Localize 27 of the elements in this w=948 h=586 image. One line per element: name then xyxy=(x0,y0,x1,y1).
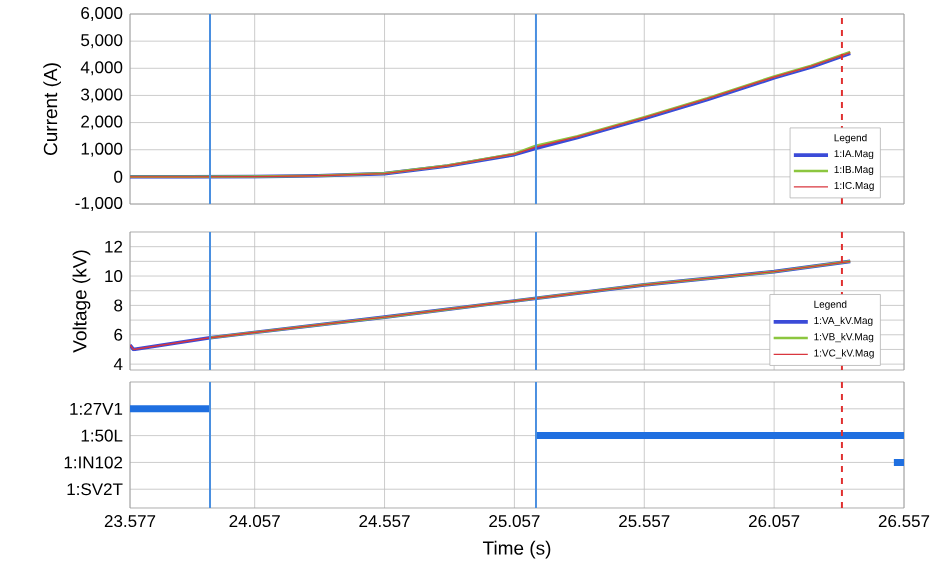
x-tick-label: 25.057 xyxy=(489,515,540,528)
y-tick-label: 2,000 xyxy=(81,115,123,130)
y-tick-label: 8 xyxy=(114,299,123,312)
y-tick-label: -1,000 xyxy=(75,196,123,212)
y-tick-label: 1:IN102 xyxy=(64,456,123,469)
y-tick-label: 10 xyxy=(105,270,123,283)
x-tick-label: 24.557 xyxy=(359,515,410,528)
y-axis-title: Current (A) xyxy=(43,63,61,156)
y-tick-label: 12 xyxy=(105,240,123,253)
y-tick-label: 6,000 xyxy=(81,7,123,22)
y-tick-label: 4,000 xyxy=(80,61,123,76)
x-tick-label: 23.577 xyxy=(104,515,156,528)
y-tick-label: 0 xyxy=(114,170,123,183)
y-tick-label: 1:SV2T xyxy=(67,483,123,496)
y-axis-title: Voltage (kV) xyxy=(72,250,91,353)
y-tick-label: 1:50L xyxy=(81,429,123,442)
x-tick-label: 24.057 xyxy=(229,515,280,528)
y-tick-label: 6 xyxy=(114,328,123,341)
y-tick-label: 4 xyxy=(113,358,123,370)
x-tick-label: 26.557 xyxy=(878,515,930,528)
y-tick-label: 1,000 xyxy=(81,142,123,157)
y-tick-label: 3,000 xyxy=(81,88,123,103)
x-tick-label: 26.057 xyxy=(748,515,800,528)
y-tick-label: 1:27V1 xyxy=(70,402,123,415)
x-tick-label: 25.557 xyxy=(619,515,670,528)
y-tick-label: 5,000 xyxy=(81,34,123,49)
x-axis-title: Time (s) xyxy=(482,540,551,559)
